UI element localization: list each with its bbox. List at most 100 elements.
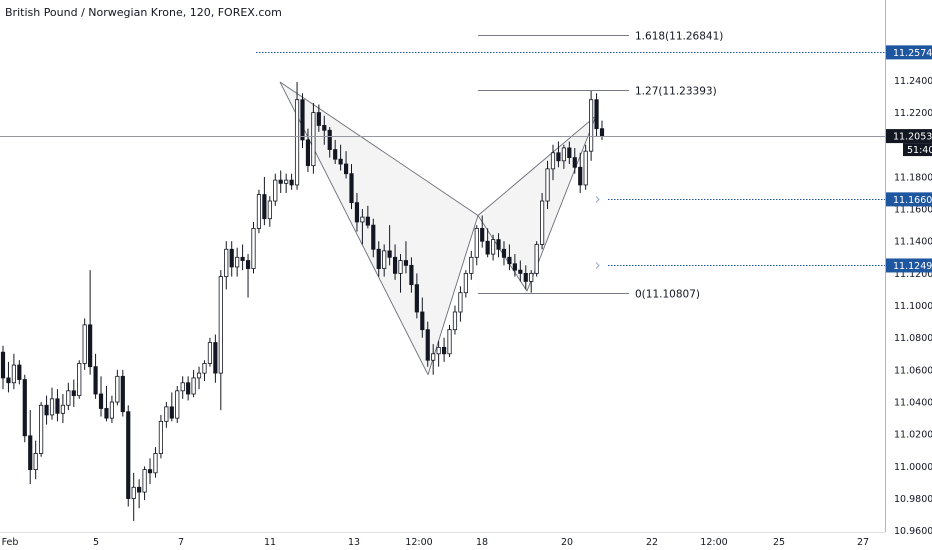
candle-body-down	[523, 272, 528, 282]
candle	[425, 321, 430, 367]
candle-body-up	[207, 342, 213, 364]
candle	[0, 345, 6, 390]
candle	[169, 392, 174, 422]
candle	[392, 244, 398, 280]
candle	[191, 369, 196, 398]
candle-body-down	[6, 377, 11, 384]
candle-body-down	[262, 194, 267, 220]
x-tick-label: 5	[93, 537, 99, 548]
candle	[589, 90, 594, 161]
candle	[44, 395, 49, 425]
candle-body-up	[436, 346, 441, 355]
candle	[60, 394, 65, 423]
candle	[540, 192, 545, 250]
candle	[224, 241, 229, 290]
candle-body-up	[224, 248, 229, 278]
candle	[398, 254, 403, 293]
candle-body-down	[349, 173, 354, 204]
candle-body-up	[311, 112, 316, 167]
candle-body-down	[365, 216, 370, 226]
candle	[567, 141, 572, 165]
x-tick-label: 25	[773, 537, 785, 548]
candle-body-up	[202, 363, 207, 374]
x-axis[interactable]: Feb 5 7 11 13 12:00 18 20 22 12:00 25 27	[2, 537, 869, 548]
candle-body-down	[126, 411, 131, 499]
candle-body-down	[333, 149, 338, 160]
chevron-right-icon	[595, 196, 600, 203]
candle	[66, 382, 71, 411]
pattern-leg	[279, 81, 429, 375]
candle	[153, 447, 158, 478]
candle-body-up	[164, 406, 169, 422]
y-tick-label: 10.96000	[894, 526, 932, 537]
candle-body-up	[589, 99, 594, 152]
candle-body-up	[458, 292, 463, 313]
candles	[0, 82, 605, 522]
candle	[120, 369, 125, 417]
candle	[88, 270, 93, 375]
candle	[142, 466, 147, 501]
candle	[529, 270, 534, 293]
candle-body-up	[180, 382, 185, 392]
candle	[98, 376, 104, 417]
candle-body-up	[474, 227, 479, 258]
candle	[207, 337, 213, 367]
candle	[158, 414, 164, 459]
candle	[229, 241, 234, 277]
candle-body-up	[251, 227, 256, 269]
candle	[77, 360, 82, 399]
candle-body-up	[561, 147, 566, 162]
candle-body-down	[501, 248, 507, 258]
candle-body-down	[305, 139, 311, 167]
candle-body-down	[44, 404, 49, 416]
chart-title: British Pound / Norwegian Krone, 120, FO…	[5, 6, 282, 19]
candle-body-down	[376, 248, 381, 269]
candle	[441, 337, 447, 362]
candle-body-down	[0, 351, 6, 379]
candle-body-up	[540, 200, 545, 245]
candle	[354, 192, 360, 232]
candle	[39, 402, 44, 457]
candle	[11, 353, 16, 390]
candle	[22, 374, 27, 443]
candle-body-down	[371, 224, 376, 250]
candle	[365, 205, 370, 229]
candle	[583, 144, 588, 190]
candle-body-up	[284, 179, 289, 184]
candle-body-down	[55, 398, 60, 414]
candle-body-up	[158, 420, 164, 454]
candle-body-up	[11, 364, 16, 384]
candle	[131, 472, 136, 522]
x-tick-label: 27	[857, 537, 869, 548]
candle	[196, 366, 202, 390]
candle	[518, 260, 523, 282]
candle-body-down	[572, 157, 577, 168]
candle	[409, 257, 414, 293]
candle	[278, 170, 283, 193]
candle-body-up	[196, 372, 202, 379]
candle-body-down	[556, 152, 561, 162]
y-axis[interactable]: 11.24000 11.22000 11.18000 11.16000 11.14000…	[894, 76, 932, 537]
current-price-tag	[886, 129, 932, 144]
candle	[333, 139, 338, 165]
candle	[256, 189, 262, 234]
candle-body-up	[529, 272, 534, 282]
candle	[403, 241, 409, 274]
candle	[164, 402, 169, 428]
candle	[561, 144, 566, 169]
pattern-leg	[427, 215, 479, 375]
y-tick-label: 11.24000	[894, 76, 932, 87]
candle-body-down	[354, 202, 360, 223]
y-tick-label: 11.08000	[894, 333, 932, 344]
current-price-label: 11.20538	[893, 132, 932, 143]
candle-body-down	[17, 364, 22, 380]
candle-body-up	[447, 329, 452, 355]
candle	[300, 93, 305, 148]
candle	[474, 225, 479, 266]
candle	[550, 144, 556, 181]
candle-body-up	[142, 469, 147, 493]
candle-body-down	[169, 406, 174, 419]
candle	[218, 270, 223, 411]
candle	[147, 458, 153, 485]
candle-body-down	[409, 264, 414, 286]
